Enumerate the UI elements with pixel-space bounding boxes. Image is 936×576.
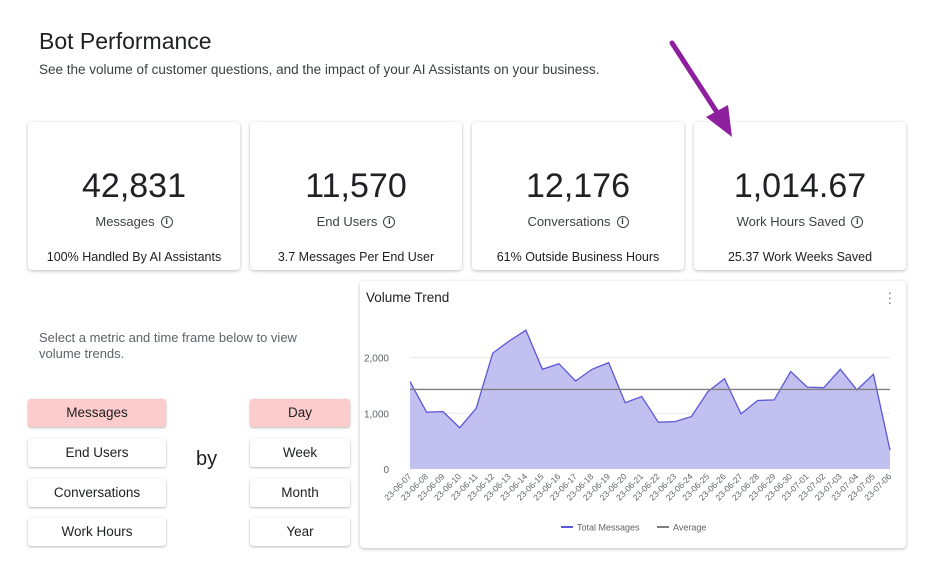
- info-icon[interactable]: i: [616, 215, 629, 228]
- info-icon[interactable]: i: [160, 215, 173, 228]
- info-icon[interactable]: i: [851, 215, 864, 228]
- kpi-label: Work Hours Saved: [736, 214, 846, 229]
- kpi-card-messages: 42,831 Messages i 100% Handled By AI Assi…: [28, 122, 240, 270]
- metric-button-messages[interactable]: Messages: [28, 399, 166, 427]
- page-subtitle: See the volume of customer questions, an…: [39, 62, 600, 77]
- y-tick-label: 2,000: [364, 354, 389, 365]
- kpi-label-row: End Users i: [250, 214, 462, 229]
- timeframe-button-day[interactable]: Day: [250, 399, 350, 427]
- kpi-footnote: 25.37 Work Weeks Saved: [727, 250, 873, 264]
- kpi-label: Conversations: [527, 214, 611, 229]
- selector-prompt: Select a metric and time frame below to …: [39, 330, 297, 361]
- kpi-value: 11,570: [305, 167, 407, 205]
- metric-button-work-hours[interactable]: Work Hours: [28, 518, 166, 546]
- kpi-label: Messages: [95, 214, 155, 229]
- timeframe-button-week[interactable]: Week: [250, 439, 350, 467]
- kpi-card-conversations: 12,176 Conversations i 61% Outside Busine…: [472, 122, 684, 270]
- kpi-value: 42,831: [82, 167, 186, 205]
- kpi-label-row: Messages i: [28, 214, 240, 229]
- kpi-value: 1,014.67: [733, 167, 867, 205]
- page-title: Bot Performance: [39, 28, 212, 54]
- legend-label-total-messages: Total Messages: [577, 523, 640, 533]
- kpi-footnote: 61% Outside Business Hours: [496, 250, 660, 264]
- legend-label-average: Average: [673, 523, 706, 533]
- kpi-card-end-users: 11,570 End Users i 3.7 Messages Per End U…: [250, 122, 462, 270]
- series-area-total-messages: [410, 330, 890, 469]
- kpi-footnote: 3.7 Messages Per End User: [277, 250, 435, 264]
- metric-button-end-users[interactable]: End Users: [28, 439, 166, 467]
- volume-trend-chart-card: 0 1,000 2,000 23-06-07 23-06-08 23-06-09 23-06…: [360, 281, 906, 548]
- kpi-label-row: Work Hours Saved i: [694, 214, 906, 229]
- timeframe-button-month[interactable]: Month: [250, 479, 350, 507]
- kpi-footnote: 100% Handled By AI Assistants: [46, 250, 222, 264]
- series-line-total-messages: [409, 329, 891, 451]
- y-tick-label: 0: [383, 465, 389, 476]
- kpi-card-work-hours-saved: 1,014.67 Work Hours Saved i 25.37 Work We…: [694, 122, 906, 270]
- volume-trend-chart: 01,0002,00023-06-0723-06-0823-06-0923-06…: [364, 329, 894, 533]
- metric-button-conversations[interactable]: Conversations: [28, 479, 166, 507]
- kpi-value: 12,176: [526, 167, 630, 205]
- y-tick-label: 1,000: [364, 409, 389, 420]
- chart-title: Volume Trend: [366, 290, 450, 305]
- kpi-label: End Users: [316, 214, 378, 229]
- by-label: by: [196, 448, 218, 470]
- info-icon[interactable]: i: [383, 215, 396, 228]
- more-vert-icon[interactable]: · · ·: [887, 285, 892, 310]
- kpi-label-row: Conversations i: [472, 214, 684, 229]
- arrow-icon: [669, 40, 732, 137]
- timeframe-button-year[interactable]: Year: [250, 518, 350, 546]
